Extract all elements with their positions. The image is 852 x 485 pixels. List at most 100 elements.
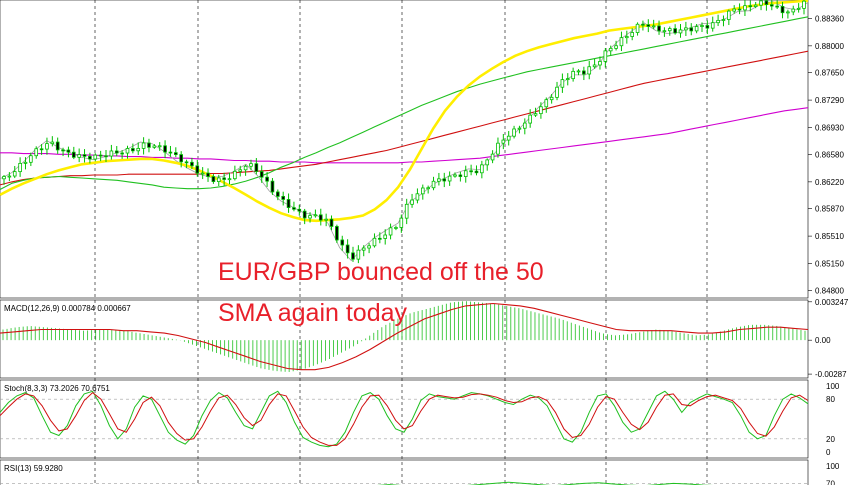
candle-body-32: [174, 152, 178, 155]
candle-body-136: [732, 8, 737, 12]
candle-body-34: [184, 161, 189, 164]
candle-body-123: [662, 30, 667, 33]
stoch-tick-label-2: 20: [826, 435, 835, 444]
candle-body-5: [29, 155, 33, 163]
candle-body-27: [147, 142, 151, 148]
candle-body-127: [684, 27, 688, 31]
candle-body-102: [549, 96, 554, 101]
candle-body-6: [34, 148, 39, 157]
moving-averages: [0, 0, 809, 262]
candle-body-59: [318, 214, 323, 221]
candle-body-65: [351, 252, 355, 260]
rsi-tick-label-1: 70: [826, 479, 835, 485]
candle-body-100: [539, 106, 543, 115]
candle-body-24: [131, 148, 135, 152]
candle-body-81: [437, 178, 441, 182]
candle-body-131: [705, 25, 710, 29]
price-axis: 0.88360 0.88000 0.87650 0.87290 0.86930 0.865…: [808, 14, 844, 295]
candle-body-133: [716, 19, 720, 24]
rsi-panel: [0, 459, 809, 485]
candle-body-15: [82, 154, 87, 157]
candle-body-140: [753, 4, 758, 7]
vertical-gridlines: [94, 0, 708, 485]
stoch-k-line: [0, 390, 809, 448]
candle-body-111: [598, 61, 602, 66]
candle-body-120: [646, 24, 651, 27]
candle-body-2: [12, 171, 17, 177]
candle-body-93: [501, 139, 506, 144]
candle-body-104: [560, 79, 565, 88]
candle-body-119: [641, 23, 645, 26]
candle-body-90: [485, 159, 490, 166]
annotation-line-2: SMA again today: [218, 299, 408, 327]
candle-body-29: [157, 145, 162, 148]
stoch-tick-label-3: 0: [826, 448, 831, 457]
candle-body-60: [324, 218, 328, 221]
macd-panel: [0, 299, 809, 379]
candle-body-79: [426, 187, 430, 190]
price-tick-label-0: 0.88360: [815, 14, 844, 23]
candle-body-92: [496, 142, 500, 155]
price-tick-label-6: 0.86220: [815, 178, 844, 187]
candle-body-101: [544, 99, 549, 108]
candle-body-48: [259, 171, 264, 178]
candle-body-17: [93, 154, 98, 160]
candle-body-83: [447, 175, 452, 182]
stoch-tick-label-0: 100: [826, 382, 840, 391]
candle-body-63: [340, 239, 345, 246]
candle-body-84: [453, 174, 457, 177]
candle-body-115: [619, 37, 624, 47]
candle-body-89: [480, 164, 484, 174]
candle-body-58: [313, 214, 318, 217]
candle-body-28: [152, 145, 157, 148]
candle-body-11: [61, 149, 65, 152]
candle-body-68: [367, 245, 371, 249]
annotation-line-1: EUR/GBP bounced off the 50: [218, 258, 544, 286]
candle-body-69: [372, 237, 377, 247]
candle-body-138: [743, 5, 747, 11]
candle-body-108: [582, 70, 586, 75]
candle-body-74: [399, 217, 404, 228]
candle-body-31: [168, 151, 173, 154]
candle-body-54: [292, 207, 296, 210]
ma-line-green: [0, 16, 809, 190]
candle-body-53: [286, 199, 291, 208]
candle-body-46: [249, 163, 253, 167]
candle-body-4: [23, 161, 28, 164]
candle-body-36: [195, 165, 200, 174]
candle-body-85: [458, 174, 463, 177]
candle-body-1: [7, 175, 12, 178]
price-tick-label-8: 0.85510: [815, 232, 844, 241]
candle-body-51: [276, 191, 280, 197]
candle-body-134: [721, 19, 726, 21]
price-tick-label-7: 0.85870: [815, 205, 844, 214]
candle-body-70: [378, 237, 382, 240]
candle-body-148: [796, 7, 801, 10]
macd-signal-line: [0, 302, 809, 371]
candle-body-18: [98, 154, 103, 157]
candle-body-43: [233, 170, 237, 180]
rsi-line: [376, 481, 714, 485]
candle-body-124: [667, 28, 672, 32]
candle-body-97: [523, 122, 527, 129]
candle-body-82: [442, 178, 447, 182]
candle-body-88: [474, 170, 479, 174]
candle-body-122: [657, 25, 661, 32]
candle-body-44: [238, 169, 243, 172]
candle-body-55: [297, 208, 302, 212]
candle-body-118: [635, 23, 640, 33]
candle-body-20: [109, 150, 114, 157]
candle-body-147: [791, 8, 796, 13]
macd-label: MACD(12,26,9) 0.000784 0.000667: [4, 304, 131, 313]
stoch-d-line: [0, 391, 809, 446]
candle-body-40: [216, 177, 221, 183]
candle-body-137: [737, 8, 742, 11]
candles: [2, 0, 806, 264]
candle-body-96: [517, 127, 522, 130]
candle-body-129: [694, 26, 699, 32]
rsi-label: RSI(13) 59.9280: [4, 464, 63, 473]
candle-body-87: [469, 170, 473, 173]
candle-body-30: [163, 145, 167, 153]
candle-body-135: [727, 10, 731, 20]
candle-body-94: [506, 135, 511, 141]
